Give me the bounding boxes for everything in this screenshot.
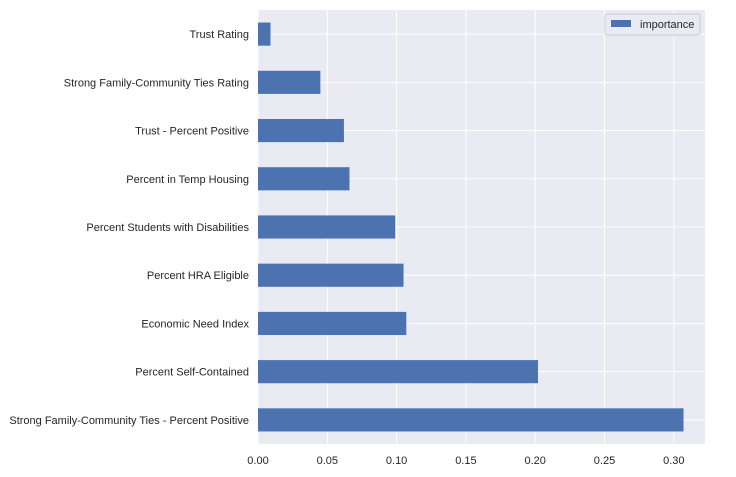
bar — [258, 118, 344, 143]
x-tick-label: 0.00 — [247, 455, 268, 467]
legend-swatch — [611, 20, 631, 27]
bar — [258, 167, 350, 191]
y-tick-label: Strong Family-Community Ties Rating — [64, 77, 249, 89]
bar — [258, 215, 396, 239]
bar — [258, 70, 321, 94]
x-tick-label: 0.05 — [317, 455, 338, 467]
x-tick-labels: 0.00 0.05 0.10 0.15 0.20 0.25 0.30 — [247, 455, 684, 467]
bar — [258, 22, 271, 46]
y-tick-label: Economic Need Index — [141, 318, 249, 330]
y-tick-label: Strong Family-Community Ties - Percent P… — [9, 415, 249, 427]
y-tick-label: Percent in Temp Housing — [126, 174, 249, 186]
x-tick-label: 0.20 — [524, 455, 545, 467]
x-tick-label: 0.15 — [455, 455, 476, 467]
y-tick-label: Percent Students with Disabilities — [86, 222, 249, 234]
y-tick-label: Trust Rating — [189, 29, 249, 41]
legend-box — [604, 13, 701, 36]
bar — [258, 360, 538, 384]
bar — [258, 311, 407, 336]
bar — [258, 263, 404, 287]
x-tick-label: 0.25 — [594, 455, 615, 467]
y-tick-label: Percent HRA Eligible — [147, 270, 249, 282]
y-tick-labels: Strong Family-Community Ties - Percent P… — [9, 29, 249, 427]
y-tick-label: Trust - Percent Positive — [135, 126, 249, 138]
bar — [258, 408, 684, 432]
x-tick-label: 0.10 — [386, 455, 407, 467]
x-tick-label: 0.30 — [663, 455, 684, 467]
legend: importance — [604, 13, 701, 36]
y-tick-label: Percent Self-Contained — [135, 367, 249, 379]
legend-label: importance — [640, 19, 694, 31]
bars — [258, 22, 684, 432]
